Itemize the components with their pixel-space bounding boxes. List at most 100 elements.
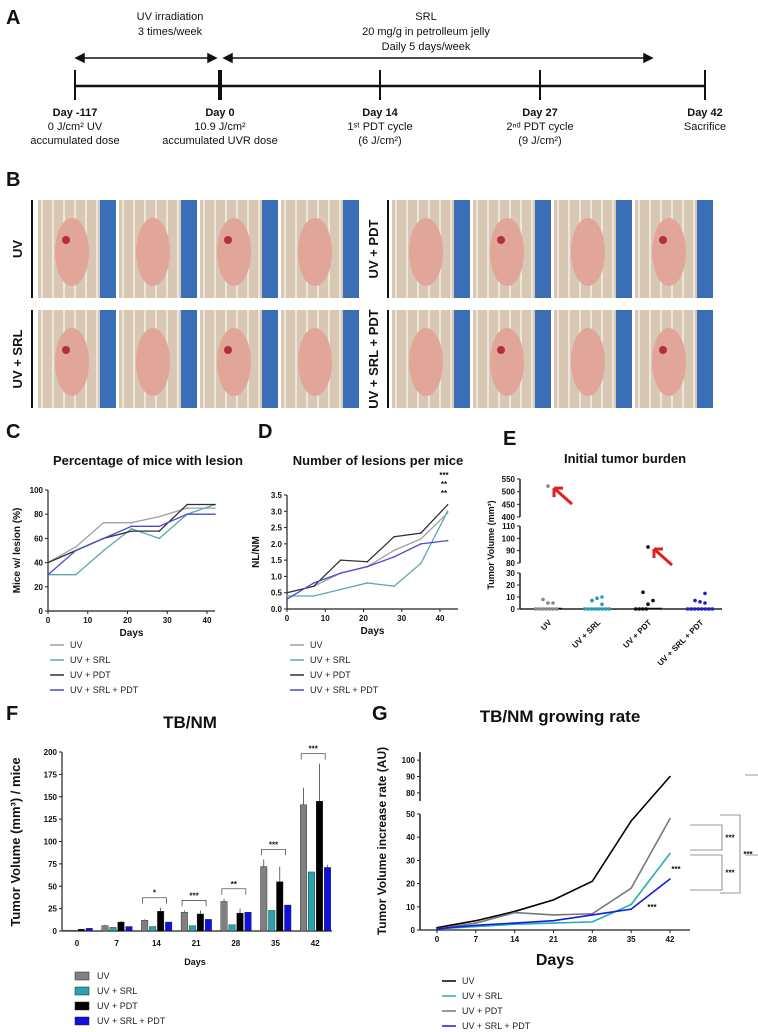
mouse-body — [409, 218, 443, 286]
data-point — [214, 513, 216, 515]
significance-marker: *** — [647, 903, 657, 912]
lesion — [497, 236, 505, 244]
data-point — [533, 607, 538, 611]
chart-title: TB/NM — [163, 713, 217, 732]
significance-marker: ** — [231, 880, 238, 889]
y-tick-label: 450 — [502, 500, 516, 509]
panel-label-d: D — [258, 421, 272, 443]
y-tick-label: 20 — [34, 583, 43, 592]
x-tick-label: 0 — [285, 614, 290, 623]
data-point — [591, 921, 594, 923]
data-point — [551, 607, 556, 611]
data-point — [339, 588, 342, 591]
data-point — [286, 598, 288, 601]
significance-marker: *** — [309, 745, 319, 754]
y-tick-label: 0.5 — [271, 589, 283, 598]
data-point — [475, 924, 477, 927]
y-tick-label: 80 — [34, 510, 43, 519]
data-point — [312, 585, 315, 587]
photo-ruler — [181, 310, 197, 408]
data-point — [393, 585, 395, 587]
legend-swatch — [74, 971, 90, 981]
x-tick-label: 40 — [436, 614, 445, 623]
y-tick-label: 75 — [48, 860, 57, 869]
data-point — [630, 903, 632, 906]
significance-marker: *** — [725, 834, 735, 843]
bar — [117, 921, 125, 932]
photo-ruler — [100, 200, 116, 298]
data-point — [710, 607, 715, 611]
y-tick-label: 2.0 — [271, 540, 283, 549]
mouse-body — [217, 328, 251, 396]
legend-label: UV + PDT — [310, 670, 351, 680]
panel-label-e: E — [503, 428, 516, 450]
data-point — [589, 607, 594, 611]
y-tick-label: 0 — [53, 927, 58, 936]
significance-bracket — [690, 824, 723, 851]
y-tick-label: 90 — [406, 773, 415, 782]
data-point — [595, 596, 599, 600]
photo-ruler — [616, 310, 632, 408]
y-tick-label: 3.5 — [271, 491, 283, 500]
data-point — [630, 820, 632, 822]
uv-period-arrow — [74, 52, 218, 64]
data-point — [637, 607, 642, 611]
x-axis-label: Days — [361, 626, 385, 637]
significance-marker: *** — [269, 840, 279, 849]
data-point — [546, 601, 550, 605]
data-point — [475, 919, 477, 922]
photo-ruler — [100, 310, 116, 408]
data-point — [669, 817, 671, 820]
bar — [77, 929, 85, 932]
y-tick-label: 0 — [411, 926, 416, 935]
outlier-arrow-icon — [552, 486, 573, 506]
data-point — [513, 922, 516, 924]
panel-label-f: F — [6, 703, 18, 725]
x-tick-label: 7 — [114, 939, 119, 948]
y-tick-label: 125 — [44, 815, 58, 824]
significance-marker: ** — [441, 480, 448, 489]
data-point — [158, 515, 161, 518]
y-tick-label: 0 — [511, 605, 516, 614]
data-point — [102, 537, 105, 540]
data-point — [692, 607, 697, 611]
srl-dose-label: 20 mg/g in petrolleum jelly — [362, 26, 490, 38]
y-axis-label: Mice w/ lesion (%) — [12, 508, 23, 594]
photo-group-label: UV + SRL + PDT — [366, 309, 381, 409]
data-point — [420, 532, 422, 534]
data-point — [586, 607, 591, 611]
mouse-body — [298, 328, 332, 396]
y-tick-label: 100 — [44, 838, 58, 847]
series-line — [436, 775, 671, 929]
data-point — [590, 598, 594, 603]
y-tick-label: 500 — [502, 488, 516, 497]
data-point — [130, 527, 133, 530]
timeline-detail-2: (6 J/cm²) — [358, 135, 401, 147]
x-tick-label: 42 — [666, 935, 675, 944]
data-point — [703, 591, 707, 596]
data-point — [603, 607, 608, 611]
photo-ruler — [262, 200, 278, 298]
y-tick-label: 80 — [406, 789, 415, 798]
x-tick-label: 7 — [474, 935, 479, 944]
data-point — [286, 591, 288, 594]
data-point — [537, 607, 542, 611]
data-point — [703, 601, 707, 605]
y-tick-label: 0 — [39, 607, 44, 616]
legend-label: UV + SRL + PDT — [462, 1021, 531, 1031]
x-tick-label: 28 — [231, 939, 240, 948]
mouse-body — [490, 328, 524, 396]
legend-label: UV — [70, 640, 83, 650]
data-point — [393, 556, 395, 558]
x-axis-label: Days — [536, 952, 574, 969]
legend-label: UV + SRL — [462, 991, 502, 1001]
data-point — [641, 590, 645, 594]
data-point — [286, 595, 288, 597]
legend-label: UV + SRL — [70, 655, 110, 665]
y-tick-label: 40 — [406, 833, 415, 842]
mouse-body — [652, 218, 686, 286]
y-tick-label: 400 — [502, 513, 516, 522]
y-tick-label: 40 — [34, 559, 43, 568]
data-point — [475, 922, 477, 924]
significance-marker: *** — [725, 869, 735, 878]
